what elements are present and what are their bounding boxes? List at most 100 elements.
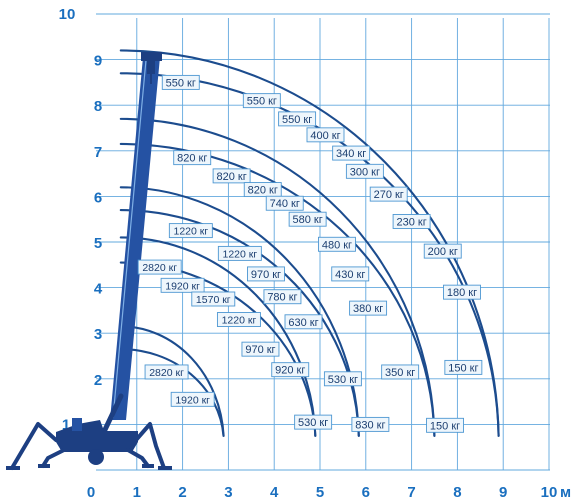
load-label: 300 кг bbox=[345, 163, 384, 179]
load-label-text: 820 кг bbox=[248, 185, 278, 197]
load-label: 530 кг bbox=[294, 414, 333, 430]
load-label: 230 кг bbox=[392, 214, 431, 229]
load-label: 400 кг bbox=[306, 127, 345, 143]
load-label: 550 кг bbox=[278, 111, 317, 127]
load-label-text: 200 кг bbox=[428, 246, 458, 258]
load-label-text: 230 кг bbox=[396, 216, 426, 228]
x-tick-label-10: 10 bbox=[541, 484, 558, 500]
load-label-box bbox=[278, 111, 317, 127]
load-label-box bbox=[443, 284, 481, 300]
reach-envelope-9 bbox=[119, 72, 500, 437]
load-label-text: 2820 кг bbox=[142, 262, 177, 274]
x-tick-label-4: 4 bbox=[270, 484, 279, 500]
load-label-text: 970 кг bbox=[245, 344, 275, 356]
load-label-box bbox=[265, 195, 304, 211]
crane-seat bbox=[72, 418, 82, 431]
crane-outrigger-left bbox=[10, 422, 58, 470]
load-label-box bbox=[137, 259, 182, 275]
crane-outrigger-left-rear bbox=[41, 448, 66, 468]
load-label-box bbox=[242, 93, 281, 109]
load-label-box bbox=[212, 168, 251, 184]
load-label: 1220 кг bbox=[216, 312, 261, 327]
crane-outrigger-right-rear bbox=[126, 448, 150, 468]
load-label-box bbox=[173, 150, 212, 166]
load-label: 150 кг bbox=[444, 359, 483, 375]
crane-boom-head bbox=[141, 52, 162, 61]
crane-wheel bbox=[88, 449, 104, 465]
reach-envelope-10 bbox=[119, 49, 500, 437]
load-label-text: 430 кг bbox=[335, 269, 365, 281]
load-label: 780 кг bbox=[263, 289, 302, 305]
load-label-box bbox=[241, 341, 280, 357]
load-label: 270 кг bbox=[369, 186, 408, 202]
load-label: 550 кг bbox=[242, 93, 281, 109]
x-tick-label-9: 9 bbox=[499, 484, 507, 500]
load-label-text: 150 кг bbox=[448, 362, 478, 374]
load-label-box bbox=[271, 362, 310, 378]
load-label-box bbox=[243, 182, 282, 198]
load-label-text: 300 кг bbox=[350, 166, 380, 178]
load-label-text: 550 кг bbox=[282, 114, 312, 126]
load-label-text: 580 кг bbox=[293, 214, 323, 226]
y-tick-label-9: 9 bbox=[94, 53, 102, 70]
load-label-text: 2820 кг bbox=[149, 367, 184, 379]
load-label: 340 кг bbox=[332, 145, 371, 161]
crane-illustration bbox=[6, 52, 172, 470]
load-label-text: 1920 кг bbox=[165, 280, 200, 292]
load-label: 740 кг bbox=[265, 195, 304, 211]
crane-boom-edge bbox=[112, 59, 147, 419]
load-label-text: 820 кг bbox=[216, 171, 246, 183]
load-label-box bbox=[369, 186, 408, 202]
load-label-text: 830 кг bbox=[355, 419, 385, 431]
load-label-box bbox=[170, 391, 215, 407]
load-label-box bbox=[263, 289, 302, 305]
y-tick-label-7: 7 bbox=[94, 144, 102, 161]
load-label: 530 кг bbox=[323, 371, 362, 387]
crane-boom bbox=[110, 57, 160, 420]
load-label-box bbox=[294, 414, 333, 430]
load-label-box bbox=[381, 364, 420, 380]
load-label-box bbox=[332, 145, 371, 161]
load-label: 150 кг bbox=[426, 417, 464, 433]
x-axis-unit: м bbox=[560, 484, 571, 500]
load-label: 550 кг bbox=[161, 74, 200, 90]
crane-pad-right bbox=[158, 466, 172, 470]
x-tick-label-6: 6 bbox=[362, 484, 370, 500]
y-tick-label-10: 10 bbox=[59, 6, 76, 23]
load-label-text: 920 кг bbox=[275, 365, 305, 377]
load-label-box bbox=[349, 300, 388, 316]
load-label-text: 150 кг bbox=[430, 420, 460, 432]
load-label-box bbox=[426, 417, 464, 433]
x-tick-label-1: 1 bbox=[133, 484, 141, 500]
load-label-box bbox=[351, 416, 390, 432]
load-label-text: 1220 кг bbox=[222, 315, 257, 327]
load-label: 380 кг bbox=[349, 300, 388, 316]
load-label: 1920 кг bbox=[160, 277, 205, 293]
load-label-text: 340 кг bbox=[336, 148, 366, 160]
reach-envelope-4 bbox=[119, 236, 317, 437]
load-label-text: 780 кг bbox=[267, 292, 297, 304]
load-label-text: 1570 кг bbox=[196, 294, 231, 306]
y-tick-label-8: 8 bbox=[94, 98, 102, 115]
load-label: 580 кг bbox=[288, 211, 327, 227]
load-label-box bbox=[288, 211, 327, 227]
load-label-text: 530 кг bbox=[328, 374, 358, 386]
crane-pad-left-rear bbox=[38, 464, 50, 468]
load-label: 830 кг bbox=[351, 416, 390, 432]
load-label: 2820 кг bbox=[137, 259, 182, 275]
crane-pad-right-rear bbox=[142, 464, 154, 468]
crane-pad-left bbox=[6, 466, 20, 470]
y-tick-label-6: 6 bbox=[94, 189, 102, 206]
load-label-box bbox=[216, 312, 261, 327]
load-label-box bbox=[168, 223, 213, 239]
load-label-text: 740 кг bbox=[270, 198, 300, 210]
load-label-box bbox=[331, 266, 370, 282]
load-label-text: 550 кг bbox=[166, 77, 196, 89]
load-label-box bbox=[345, 163, 384, 179]
load-label-text: 380 кг bbox=[353, 303, 383, 315]
load-labels: 550 кг 550 кг 550 кг 400 кг 340 кг 300 кг 820 … bbox=[137, 74, 483, 433]
load-label: 1570 кг bbox=[191, 291, 236, 307]
y-tick-label-5: 5 bbox=[94, 235, 102, 252]
